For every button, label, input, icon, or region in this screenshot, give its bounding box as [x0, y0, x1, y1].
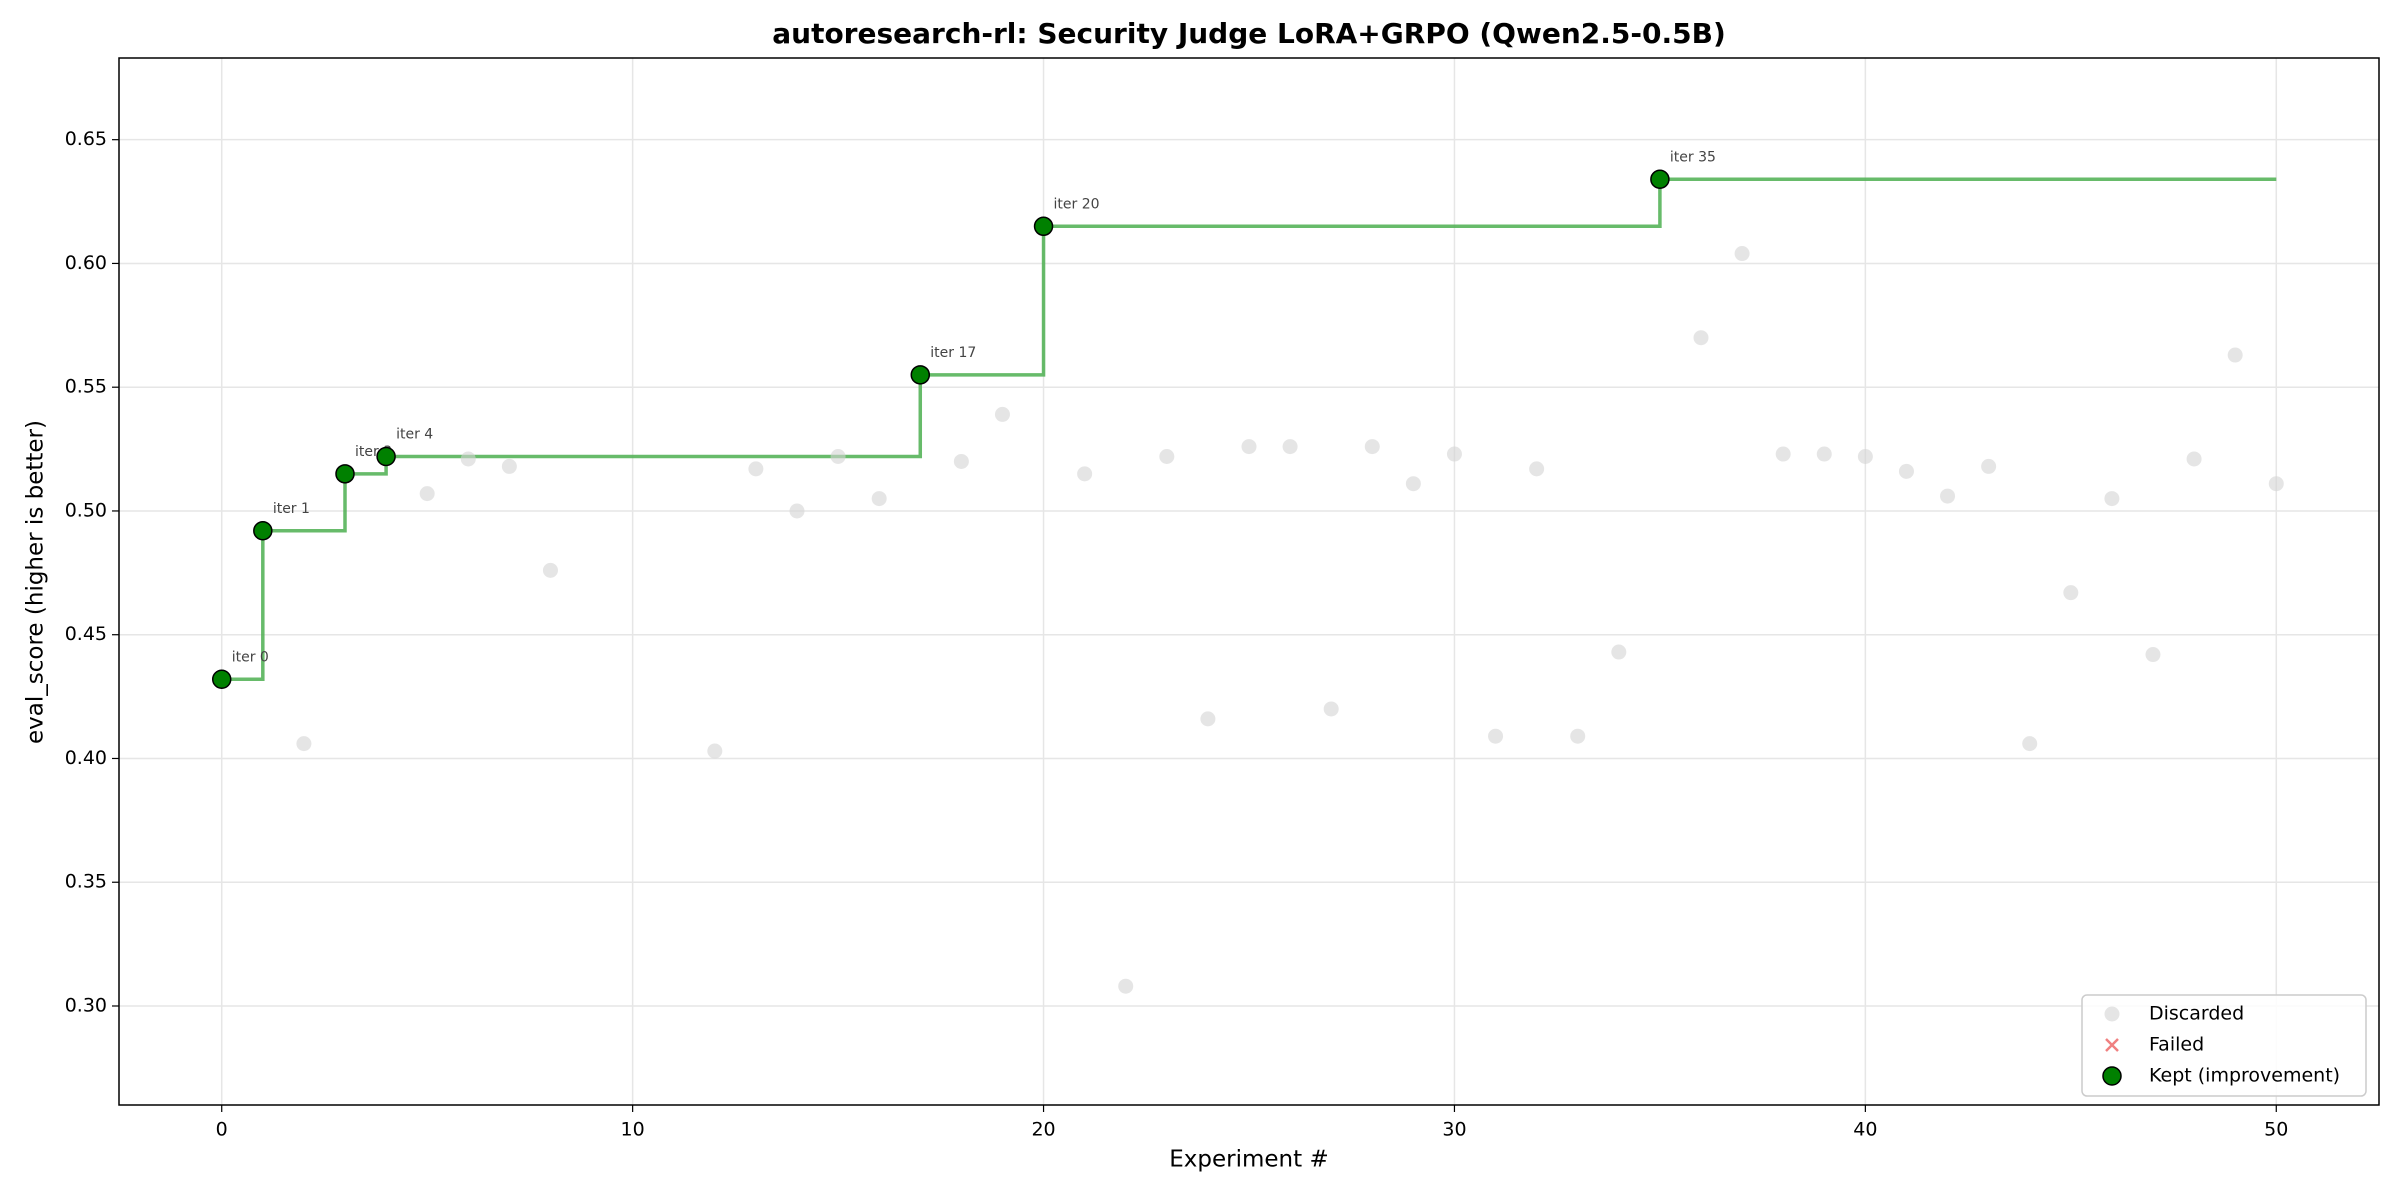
x-stroke	[2105, 1038, 2119, 1052]
discarded-point	[871, 491, 887, 507]
discarded-point	[2227, 347, 2243, 363]
discarded-point	[1323, 701, 1339, 717]
legend-label: Discarded	[2149, 1003, 2244, 1025]
y-tick-label: 0.45	[65, 623, 107, 645]
kept-point	[1033, 216, 1054, 237]
kept-point	[376, 446, 396, 467]
discarded-point	[419, 486, 435, 502]
discarded-point	[2268, 476, 2284, 492]
discarded-point	[460, 451, 476, 467]
discarded-point	[994, 406, 1010, 422]
discarded-point	[1816, 446, 1832, 462]
discarded-point	[2063, 585, 2079, 601]
discarded-point	[1488, 728, 1504, 744]
y-tick-label: 0.35	[65, 871, 107, 893]
discarded-point	[1693, 330, 1709, 346]
discarded-point	[1118, 978, 1134, 994]
point-annotation: iter 1	[273, 501, 310, 517]
kept-point	[910, 365, 931, 385]
discarded-point	[542, 562, 558, 578]
legend-marker	[2102, 1066, 2122, 1086]
discarded-point	[2186, 451, 2202, 467]
discarded-point	[1775, 446, 1791, 462]
discarded-point	[830, 449, 846, 465]
x-tick-label: 30	[1442, 1119, 1466, 1141]
legend-box	[2081, 994, 2367, 1097]
discarded-point	[1405, 476, 1421, 492]
discarded-point	[1241, 439, 1257, 455]
discarded-point	[1981, 458, 1997, 474]
point-annotation: iter 4	[396, 427, 433, 443]
y-tick-label: 0.60	[65, 252, 107, 274]
discarded-point	[1857, 449, 1873, 465]
discarded-point	[1734, 246, 1750, 262]
discarded-point	[748, 461, 764, 477]
discarded-point	[1446, 446, 1462, 462]
point-annotation: iter 35	[1670, 149, 1716, 165]
best-step-line	[221, 177, 2277, 682]
discarded-point	[1940, 488, 1956, 504]
y-tick-label: 0.40	[65, 747, 107, 769]
y-tick-label: 0.65	[65, 128, 107, 150]
kept-point	[335, 464, 355, 484]
x-tick-label: 0	[216, 1119, 228, 1141]
discarded-point	[1200, 711, 1216, 727]
discarded-point	[296, 736, 312, 752]
discarded-point	[1364, 439, 1380, 455]
discarded-point	[1898, 463, 1914, 479]
discarded-point	[789, 503, 805, 519]
discarded-point	[2145, 647, 2161, 663]
chart-title: autoresearch-rl: Security Judge LoRA+GRP…	[772, 17, 1726, 50]
kept-point	[1650, 169, 1670, 190]
x-tick-label: 50	[2264, 1119, 2288, 1141]
discarded-point	[2104, 491, 2120, 507]
point-annotation: iter 17	[930, 345, 976, 361]
discarded-point	[2022, 736, 2038, 752]
legend-marker	[2104, 1006, 2120, 1022]
x-tick-label: 20	[1031, 1119, 1055, 1141]
discarded-point	[1611, 644, 1627, 660]
legend-label: Failed	[2149, 1034, 2204, 1056]
x-tick-label: 40	[1853, 1119, 1877, 1141]
y-tick-label: 0.55	[65, 376, 107, 398]
discarded-point	[501, 458, 517, 474]
discarded-point	[1282, 439, 1298, 455]
discarded-point	[1159, 449, 1175, 465]
point-annotation: iter 20	[1054, 196, 1100, 212]
kept-point	[253, 521, 273, 541]
x-tick-label: 10	[621, 1119, 645, 1141]
y-axis-label: eval_score (higher is better)	[23, 420, 49, 744]
kept-point	[211, 669, 232, 690]
discarded-point	[1570, 728, 1586, 744]
discarded-point	[1529, 461, 1545, 477]
discarded-point	[1077, 466, 1093, 482]
point-annotation: iter 0	[232, 649, 269, 665]
y-tick-label: 0.50	[65, 499, 107, 521]
legend-marker	[2105, 1038, 2119, 1052]
discarded-point	[707, 743, 723, 759]
plot-frame	[118, 57, 2380, 1106]
x-axis-label: Experiment #	[1169, 1147, 1328, 1173]
discarded-point	[953, 453, 969, 469]
y-tick-label: 0.30	[65, 994, 107, 1016]
legend-label: Kept (improvement)	[2149, 1065, 2340, 1087]
